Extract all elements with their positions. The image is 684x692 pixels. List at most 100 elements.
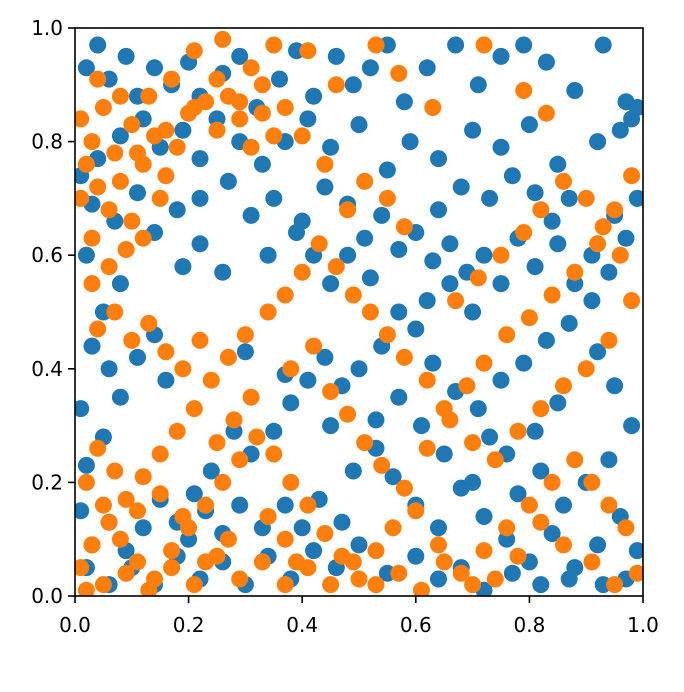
- scatter-point-series-1: [111, 87, 129, 105]
- scatter-point-series-1: [293, 263, 311, 281]
- scatter-point-series-0: [589, 133, 607, 151]
- scatter-point-series-0: [299, 110, 317, 128]
- y-tick-label: 1.0: [31, 16, 63, 40]
- scatter-point-series-0: [452, 178, 470, 196]
- scatter-point-series-0: [305, 542, 323, 560]
- scatter-point-series-0: [526, 422, 544, 440]
- scatter-point-series-1: [617, 519, 635, 537]
- scatter-point-series-0: [424, 354, 442, 372]
- scatter-point-series-1: [129, 144, 146, 162]
- scatter-point-series-1: [259, 508, 277, 525]
- scatter-point-series-1: [208, 121, 226, 139]
- scatter-point-series-0: [430, 150, 447, 168]
- scatter-point-series-1: [384, 519, 402, 537]
- scatter-point-series-0: [464, 473, 482, 491]
- scatter-points: [75, 30, 643, 596]
- scatter-point-series-0: [111, 127, 129, 145]
- scatter-point-series-1: [94, 99, 112, 116]
- scatter-point-series-1: [299, 42, 317, 60]
- scatter-point-series-0: [373, 206, 391, 224]
- scatter-point-series-1: [282, 360, 300, 378]
- scatter-point-series-1: [515, 82, 533, 99]
- scatter-point-series-1: [430, 536, 447, 554]
- scatter-point-series-0: [509, 485, 527, 503]
- scatter-point-series-0: [293, 519, 311, 537]
- scatter-point-series-0: [515, 36, 533, 54]
- scatter-point-series-1: [623, 292, 641, 310]
- scatter-point-series-0: [475, 508, 493, 525]
- scatter-point-series-1: [378, 326, 396, 344]
- scatter-point-series-1: [140, 581, 158, 596]
- scatter-point-series-1: [94, 496, 112, 514]
- scatter-point-series-0: [555, 496, 572, 514]
- scatter-point-series-0: [174, 121, 192, 139]
- scatter-point-series-0: [390, 388, 408, 406]
- y-tick-label: 0.8: [31, 130, 63, 154]
- y-axis-ticks: 0.0 0.2 0.4 0.6 0.8 1.0: [31, 16, 75, 608]
- scatter-point-series-1: [100, 513, 118, 531]
- scatter-point-series-0: [191, 189, 209, 207]
- scatter-point-series-0: [191, 150, 209, 168]
- scatter-point-series-0: [407, 320, 425, 338]
- scatter-point-series-0: [259, 246, 277, 264]
- scatter-point-series-0: [344, 76, 362, 94]
- scatter-point-series-0: [532, 576, 550, 594]
- scatter-point-series-1: [276, 530, 294, 548]
- scatter-point-series-0: [316, 348, 334, 366]
- scatter-point-series-1: [151, 485, 169, 503]
- scatter-point-series-0: [464, 121, 482, 139]
- scatter-point-series-1: [611, 246, 629, 264]
- scatter-point-series-1: [600, 331, 618, 349]
- scatter-point-series-1: [299, 496, 317, 514]
- scatter-point-series-1: [452, 564, 470, 582]
- scatter-point-series-1: [123, 331, 141, 349]
- scatter-point-series-1: [151, 189, 169, 207]
- scatter-point-series-0: [75, 400, 90, 418]
- scatter-point-series-1: [89, 320, 107, 338]
- scatter-point-series-0: [549, 394, 567, 412]
- scatter-point-series-1: [236, 326, 254, 344]
- scatter-point-series-0: [316, 178, 334, 196]
- scatter-point-series-0: [503, 167, 521, 185]
- scatter-point-series-0: [589, 343, 607, 361]
- scatter-point-series-0: [339, 246, 357, 264]
- scatter-point-series-1: [543, 473, 561, 491]
- scatter-point-series-1: [75, 189, 90, 207]
- scatter-point-series-0: [418, 59, 436, 77]
- scatter-point-series-1: [231, 570, 249, 588]
- scatter-point-series-1: [566, 263, 584, 281]
- scatter-point-series-1: [111, 530, 129, 548]
- scatter-point-series-0: [418, 292, 436, 310]
- scatter-point-series-1: [486, 570, 504, 588]
- scatter-point-series-1: [566, 451, 584, 469]
- scatter-point-series-0: [537, 53, 555, 71]
- scatter-point-series-0: [322, 417, 340, 435]
- scatter-point-series-0: [356, 229, 374, 247]
- scatter-point-series-1: [498, 326, 516, 344]
- scatter-point-series-1: [157, 121, 175, 139]
- scatter-point-series-1: [282, 473, 300, 491]
- scatter-point-series-1: [106, 462, 124, 480]
- scatter-point-series-1: [225, 411, 243, 429]
- scatter-point-series-1: [111, 172, 129, 190]
- scatter-point-series-1: [310, 235, 328, 253]
- scatter-point-series-0: [481, 428, 499, 446]
- scatter-point-series-1: [424, 99, 442, 116]
- scatter-point-series-1: [606, 576, 624, 594]
- scatter-point-series-1: [390, 64, 408, 82]
- scatter-point-series-0: [111, 275, 129, 293]
- scatter-point-series-0: [75, 502, 90, 520]
- scatter-point-series-0: [441, 275, 459, 293]
- scatter-point-series-1: [168, 422, 186, 440]
- scatter-point-series-1: [418, 371, 436, 389]
- scatter-point-series-0: [350, 116, 368, 134]
- scatter-point-series-1: [185, 576, 203, 594]
- scatter-point-series-1: [253, 553, 271, 571]
- x-tick-label: 0.4: [286, 613, 318, 637]
- scatter-point-series-0: [271, 70, 288, 88]
- scatter-point-series-1: [373, 456, 391, 474]
- scatter-point-series-1: [589, 235, 607, 253]
- scatter-point-series-1: [390, 564, 408, 582]
- y-tick-label: 0.6: [31, 243, 63, 267]
- scatter-point-series-0: [111, 388, 129, 406]
